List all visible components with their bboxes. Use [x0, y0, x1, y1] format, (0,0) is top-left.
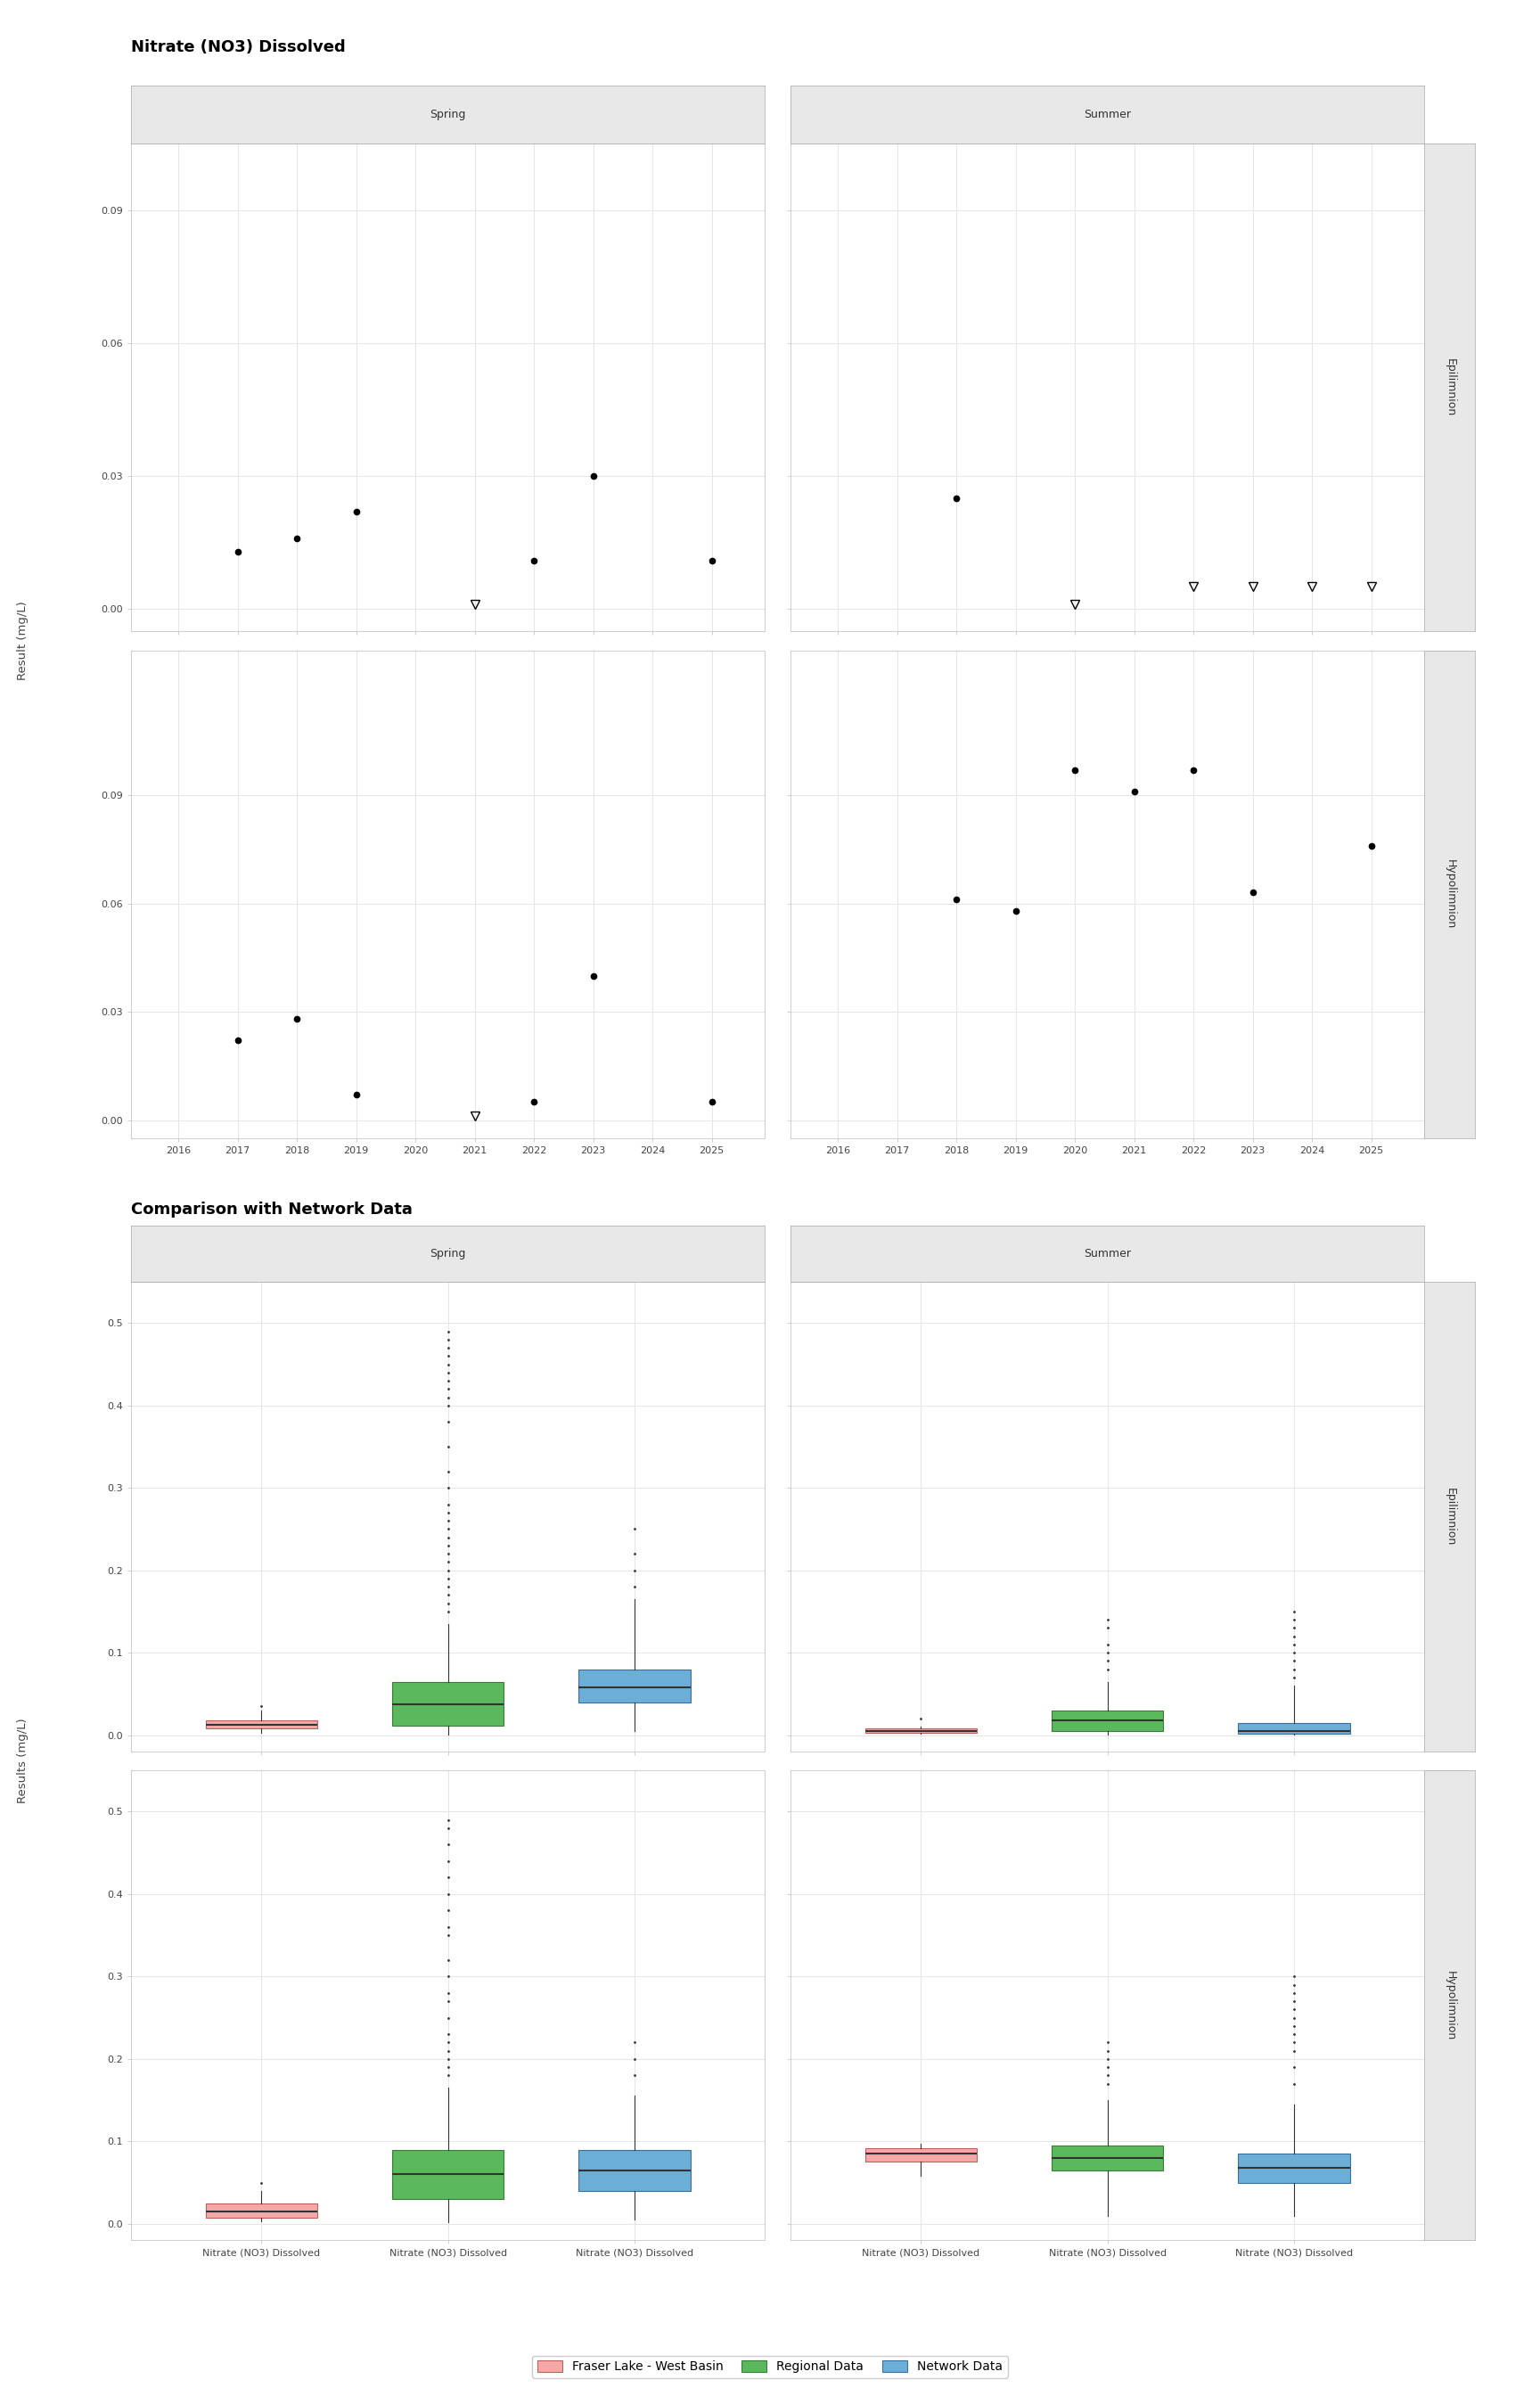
Legend: Fraser Lake - West Basin, Regional Data, Network Data: Fraser Lake - West Basin, Regional Data,…: [533, 2355, 1007, 2377]
Bar: [1052, 1711, 1163, 1730]
Bar: [1238, 2154, 1351, 2183]
Text: Nitrate (NO3) Dissolved: Nitrate (NO3) Dissolved: [131, 38, 345, 55]
Bar: [865, 2147, 976, 2161]
Text: Comparison with Network Data: Comparison with Network Data: [131, 1200, 413, 1217]
Bar: [865, 1728, 976, 1732]
Bar: [579, 1670, 690, 1701]
Bar: [205, 2204, 317, 2219]
Bar: [205, 1720, 317, 1728]
Text: Result (mg/L): Result (mg/L): [17, 601, 29, 680]
Text: Results (mg/L): Results (mg/L): [17, 1718, 29, 1804]
Bar: [1238, 1723, 1351, 1735]
Bar: [579, 2149, 690, 2190]
Bar: [393, 1682, 504, 1725]
Bar: [1052, 2144, 1163, 2171]
Bar: [393, 2149, 504, 2200]
